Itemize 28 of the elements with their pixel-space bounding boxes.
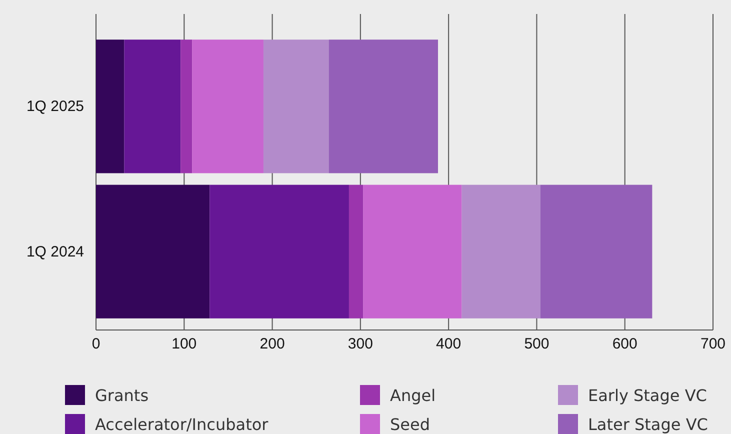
y-tick-label: 1Q 2024 <box>26 243 84 260</box>
bar <box>462 184 540 318</box>
bar <box>210 184 349 318</box>
legend-label: Accelerator/Incubator <box>95 415 269 434</box>
bar <box>328 40 438 174</box>
x-tick-label: 200 <box>260 336 285 353</box>
x-tick-label: 100 <box>172 336 197 353</box>
legend-label: Angel <box>390 386 436 405</box>
legend-label: Later Stage VC <box>588 415 708 434</box>
bar <box>540 184 652 318</box>
x-tick-label: 700 <box>700 336 726 353</box>
y-tick-label: 1Q 2025 <box>26 98 84 116</box>
bar <box>96 184 210 318</box>
x-tick-label: 300 <box>348 336 373 353</box>
legend-label: Seed <box>390 415 430 434</box>
bar <box>348 184 364 318</box>
bar <box>124 40 181 174</box>
x-tick-label: 600 <box>612 336 638 353</box>
x-tick-label: 400 <box>436 336 462 353</box>
legend-label: Grants <box>95 386 149 405</box>
bar <box>263 40 329 174</box>
bar <box>192 40 264 174</box>
bar <box>96 40 124 174</box>
bar <box>363 184 462 318</box>
x-tick-label: 0 <box>92 336 100 353</box>
legend-label: Early Stage VC <box>588 386 707 405</box>
bar <box>180 40 192 174</box>
x-tick-label: 500 <box>524 336 550 353</box>
